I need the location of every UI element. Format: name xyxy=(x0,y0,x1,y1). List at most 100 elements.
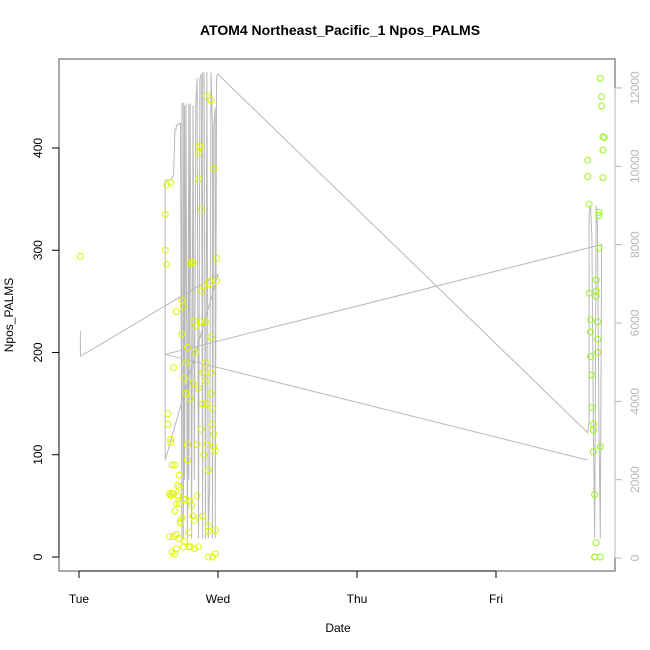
right-axis-tick-label: 10000 xyxy=(628,149,642,183)
right-axis-tick-label: 6000 xyxy=(628,309,642,336)
left-axis-tick-label: 400 xyxy=(31,138,45,158)
data-point xyxy=(595,208,603,216)
x-axis: Tue Wed Thu Fri xyxy=(69,570,503,606)
data-point xyxy=(192,322,200,330)
data-point xyxy=(211,526,219,534)
data-point xyxy=(175,500,183,508)
x-axis-label: Date xyxy=(325,621,351,635)
data-point xyxy=(589,426,597,434)
data-point xyxy=(190,516,198,524)
data-point xyxy=(193,441,201,448)
data-point xyxy=(179,303,187,310)
data-point xyxy=(197,318,205,326)
chart-title: ATOM4 Northeast_Pacific_1 Npos_PALMS xyxy=(200,22,480,38)
data-point xyxy=(199,369,207,377)
data-point xyxy=(182,496,190,504)
data-point xyxy=(165,490,173,498)
data-point xyxy=(195,384,202,392)
data-point xyxy=(599,133,607,141)
data-point xyxy=(189,512,197,520)
data-point xyxy=(592,287,600,295)
data-point xyxy=(186,543,194,551)
right-axis-tick-label: 8000 xyxy=(628,231,642,258)
x-axis-tick-label: Tue xyxy=(69,592,90,606)
plot-frame xyxy=(58,58,616,572)
data-point xyxy=(189,379,197,387)
data-point xyxy=(203,400,211,408)
data-point xyxy=(600,134,608,142)
data-point xyxy=(592,292,600,300)
x-axis-tick-label: Thu xyxy=(347,592,368,606)
data-point xyxy=(584,173,592,181)
data-point xyxy=(591,491,599,499)
data-point xyxy=(161,246,169,254)
right-axis-tick-label: 4000 xyxy=(628,388,642,415)
data-point xyxy=(595,244,603,252)
data-point xyxy=(197,425,205,433)
data-point xyxy=(172,545,180,553)
data-point xyxy=(206,277,214,285)
left-axis-tick-label: 100 xyxy=(31,444,45,464)
data-point xyxy=(181,538,189,546)
x-axis-tick-label: Wed xyxy=(206,592,230,606)
data-point xyxy=(210,443,218,451)
data-point xyxy=(172,308,180,316)
data-point xyxy=(213,277,221,285)
data-point xyxy=(163,181,171,189)
data-point xyxy=(190,545,198,553)
data-point xyxy=(596,443,604,451)
data-point xyxy=(204,527,212,535)
data-point xyxy=(195,543,202,551)
data-point xyxy=(588,404,596,412)
points-layer xyxy=(76,74,608,561)
data-point xyxy=(200,451,208,459)
data-point xyxy=(203,92,211,100)
data-point xyxy=(197,205,205,213)
data-point xyxy=(170,364,177,372)
data-point xyxy=(208,420,216,428)
data-point xyxy=(589,448,597,456)
data-point xyxy=(596,74,604,82)
right-axis-tick-label: 0 xyxy=(628,554,642,561)
data-point xyxy=(185,529,193,536)
data-point xyxy=(161,210,169,218)
data-point xyxy=(587,353,594,361)
left-axis-tick-label: 200 xyxy=(31,342,45,362)
secondary-line-layer xyxy=(79,70,603,539)
data-point xyxy=(172,500,180,508)
data-point xyxy=(203,441,211,448)
data-point xyxy=(204,466,212,474)
data-point xyxy=(171,550,179,558)
data-point xyxy=(178,330,186,338)
data-point xyxy=(190,317,198,325)
data-point xyxy=(207,333,215,341)
data-point xyxy=(195,149,202,157)
y-axis-label: Npos_PALMS xyxy=(2,278,16,352)
data-point xyxy=(188,502,196,510)
data-point xyxy=(588,371,596,379)
data-point xyxy=(170,490,177,498)
data-point xyxy=(208,405,216,413)
data-point xyxy=(196,142,204,150)
data-point xyxy=(594,349,601,356)
data-point xyxy=(595,212,603,219)
data-point xyxy=(171,461,179,469)
data-point xyxy=(585,289,593,297)
data-point xyxy=(183,343,191,351)
data-point xyxy=(598,93,606,101)
data-point xyxy=(210,430,218,438)
data-point xyxy=(598,102,606,110)
data-point xyxy=(177,519,184,527)
data-point xyxy=(592,276,600,284)
data-point xyxy=(186,497,194,505)
data-point xyxy=(164,410,172,418)
data-point xyxy=(594,318,601,326)
data-point xyxy=(197,287,205,295)
right-axis-tick-label: 12000 xyxy=(628,71,642,105)
data-point xyxy=(192,349,200,356)
data-point xyxy=(207,389,215,397)
data-point xyxy=(163,261,171,268)
data-point xyxy=(594,335,601,343)
data-point xyxy=(587,328,594,336)
data-point xyxy=(592,539,600,547)
